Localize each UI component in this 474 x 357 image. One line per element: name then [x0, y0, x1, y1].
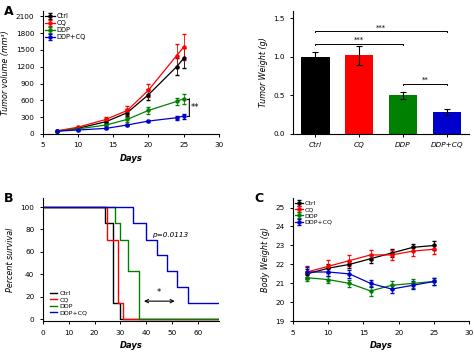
- DDP: [112, 221, 118, 225]
- Legend: Ctrl, CQ, DDP, DDP+CQ: Ctrl, CQ, DDP, DDP+CQ: [49, 290, 88, 316]
- Y-axis label: Tumor volume (mm³): Tumor volume (mm³): [1, 30, 10, 115]
- Ctrl: [110, 301, 116, 306]
- DDP: [125, 269, 131, 273]
- CQ: [115, 301, 121, 306]
- Ctrl: [102, 205, 108, 209]
- DDP+CQ: [144, 221, 149, 225]
- DDP: [118, 221, 123, 225]
- DDP: [118, 237, 123, 242]
- X-axis label: Days: Days: [370, 341, 392, 350]
- DDP+CQ: [154, 237, 160, 242]
- Bar: [389, 95, 417, 134]
- Line: CQ: CQ: [43, 207, 219, 319]
- Y-axis label: Tumor Weight (g): Tumor Weight (g): [259, 37, 268, 107]
- Bar: [301, 57, 329, 134]
- DDP: [136, 317, 141, 321]
- Text: B: B: [4, 192, 13, 205]
- DDP+CQ: [144, 237, 149, 242]
- CQ: [115, 237, 121, 242]
- DDP+CQ: [164, 253, 170, 257]
- DDP+CQ: [40, 205, 46, 209]
- Ctrl: [216, 317, 222, 321]
- CQ: [105, 205, 110, 209]
- DDP: [125, 237, 131, 242]
- DDP+CQ: [216, 301, 222, 306]
- DDP: [112, 205, 118, 209]
- Text: ***: ***: [354, 37, 364, 43]
- DDP+CQ: [185, 301, 191, 306]
- DDP: [40, 205, 46, 209]
- Legend: Ctrl, CQ, DDP, DDP+CQ: Ctrl, CQ, DDP, DDP+CQ: [295, 200, 334, 226]
- DDP+CQ: [164, 269, 170, 273]
- CQ: [105, 237, 110, 242]
- DDP+CQ: [185, 285, 191, 289]
- Ctrl: [118, 317, 123, 321]
- X-axis label: Days: Days: [119, 154, 142, 163]
- Line: Ctrl: Ctrl: [43, 207, 219, 319]
- CQ: [120, 301, 126, 306]
- DDP+CQ: [154, 253, 160, 257]
- DDP+CQ: [174, 285, 180, 289]
- Text: C: C: [254, 192, 264, 205]
- Bar: [433, 112, 461, 134]
- DDP+CQ: [130, 221, 136, 225]
- Text: *: *: [157, 288, 162, 297]
- CQ: [40, 205, 46, 209]
- Bar: [345, 55, 374, 134]
- Text: **: **: [191, 103, 199, 112]
- Ctrl: [40, 205, 46, 209]
- CQ: [120, 317, 126, 321]
- Text: ***: ***: [376, 25, 386, 31]
- Ctrl: [102, 221, 108, 225]
- Line: DDP: DDP: [43, 207, 219, 319]
- DDP+CQ: [174, 269, 180, 273]
- DDP: [216, 317, 222, 321]
- Ctrl: [118, 301, 123, 306]
- Y-axis label: Percent survival: Percent survival: [6, 227, 15, 292]
- Text: **: **: [422, 77, 428, 83]
- DDP: [136, 269, 141, 273]
- Legend: Ctrl, CQ, DDP, DDP+CQ: Ctrl, CQ, DDP, DDP+CQ: [45, 13, 87, 41]
- Text: A: A: [4, 5, 13, 17]
- DDP+CQ: [130, 205, 136, 209]
- Line: DDP+CQ: DDP+CQ: [43, 207, 219, 303]
- X-axis label: Days: Days: [119, 341, 142, 350]
- CQ: [216, 317, 222, 321]
- Text: p=0.0113: p=0.0113: [152, 232, 188, 238]
- Ctrl: [110, 221, 116, 225]
- Y-axis label: Body Weight (g): Body Weight (g): [261, 227, 270, 292]
